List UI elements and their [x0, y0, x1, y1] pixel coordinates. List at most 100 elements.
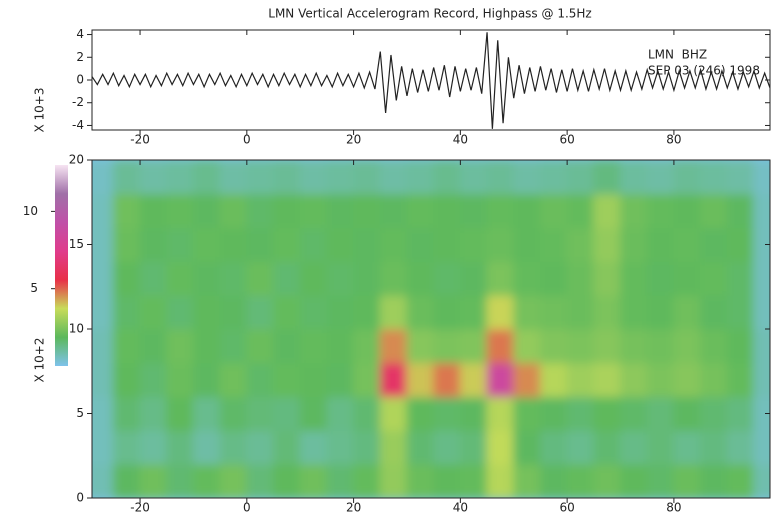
- heatmap-cell: [299, 463, 328, 498]
- x-tick-label: 60: [559, 133, 574, 147]
- trace-group: [92, 32, 770, 129]
- heatmap-cell: [219, 160, 248, 195]
- heatmap-cell: [273, 429, 301, 465]
- heatmap-cell: [139, 429, 168, 465]
- heatmap-cell: [566, 463, 595, 498]
- heatmap-cell: [673, 429, 702, 465]
- heatmap-cell: [486, 362, 515, 398]
- heatmap-cell: [646, 362, 675, 398]
- heatmap-cell: [326, 160, 355, 195]
- heatmap-cell: [620, 160, 648, 195]
- heatmap-cell: [673, 294, 702, 330]
- chart-title: LMN Vertical Accelerogram Record, Highpa…: [268, 7, 591, 21]
- y-tick-label: 0: [76, 73, 84, 87]
- heatmap-cell: [539, 328, 568, 364]
- heatmap-cell: [379, 160, 408, 195]
- heatmap-cell: [299, 294, 328, 330]
- heatmap-cell: [273, 227, 301, 262]
- heatmap-cell: [139, 362, 168, 398]
- heatmap-cell: [326, 260, 355, 296]
- heatmap-cell: [726, 328, 755, 364]
- heatmap-cell: [92, 328, 114, 364]
- heatmap-cell: [433, 463, 461, 498]
- heatmap-cell: [486, 294, 515, 330]
- heatmap-cell: [166, 463, 194, 498]
- heatmap-cell: [299, 193, 328, 229]
- heatmap-cell: [700, 362, 728, 398]
- y-tick-label: 2: [76, 50, 84, 64]
- heatmap-cell: [566, 193, 595, 229]
- y-tick-label: 15: [69, 237, 84, 251]
- heatmap-cell: [513, 193, 541, 229]
- heatmap-cell: [192, 193, 221, 229]
- heatmap-cell: [353, 463, 381, 498]
- heatmap-cell: [273, 362, 301, 398]
- heatmap-clip: [92, 160, 770, 498]
- x-tick-label: 40: [453, 501, 468, 514]
- heatmap-cell: [646, 193, 675, 229]
- heatmap-cell: [433, 294, 461, 330]
- heatmap-cell: [673, 227, 702, 262]
- y-tick-label: 5: [76, 406, 84, 420]
- heatmap-cell: [139, 396, 168, 431]
- heatmap-cell: [166, 396, 194, 431]
- heatmap-cell: [353, 362, 381, 398]
- x-tick-label: 80: [666, 133, 681, 147]
- heatmap-cell: [299, 227, 328, 262]
- heatmap-cell: [219, 227, 248, 262]
- heatmap-cell: [92, 463, 114, 498]
- heatmap-cell: [326, 328, 355, 364]
- heatmap-cell: [273, 463, 301, 498]
- heatmap-cell: [139, 160, 168, 195]
- heatmap-cell: [246, 260, 275, 296]
- y-tick-label: 20: [69, 153, 84, 167]
- heatmap-cell: [673, 463, 702, 498]
- plot-frame: [91, 159, 771, 499]
- heatmap-cell: [379, 294, 408, 330]
- heatmap-cell: [299, 160, 328, 195]
- heatmap-cell: [299, 362, 328, 398]
- heatmap-cell: [219, 362, 248, 398]
- heatmap-cell: [406, 193, 435, 229]
- heatmap-cell: [646, 227, 675, 262]
- heatmap-cell: [433, 160, 461, 195]
- heatmap-cell: [353, 260, 381, 296]
- heatmap-cell: [192, 227, 221, 262]
- heatmap-cell: [246, 463, 275, 498]
- heatmap-cell: [620, 463, 648, 498]
- heatmap-cell: [700, 396, 728, 431]
- heatmap-cell: [593, 160, 622, 195]
- heatmap-cell: [192, 294, 221, 330]
- heatmap-cell: [700, 328, 728, 364]
- heatmap-cell: [459, 396, 488, 431]
- heatmap-cell: [513, 260, 541, 296]
- colorbar-tick-label: 5: [30, 281, 38, 295]
- heatmap-cell: [219, 260, 248, 296]
- heatmap-cell: [753, 362, 770, 398]
- heatmap-cell: [459, 193, 488, 229]
- heatmap-cell: [459, 463, 488, 498]
- heatmap: [92, 160, 770, 498]
- heatmap-cell: [593, 227, 622, 262]
- heatmap-cell: [219, 193, 248, 229]
- heatmap-cell: [192, 362, 221, 398]
- heatmap-cell: [379, 260, 408, 296]
- heatmap-cell: [566, 362, 595, 398]
- heatmap-cell: [726, 260, 755, 296]
- heatmap-cell: [539, 396, 568, 431]
- heatmap-cell: [139, 463, 168, 498]
- heatmap-cell: [513, 429, 541, 465]
- heatmap-cell: [92, 362, 114, 398]
- heatmap-cell: [726, 362, 755, 398]
- heatmap-cell: [166, 160, 194, 195]
- heatmap-cell: [112, 160, 141, 195]
- heatmap-cell: [246, 227, 275, 262]
- heatmap-cell: [646, 294, 675, 330]
- heatmap-cell: [112, 260, 141, 296]
- heatmap-cell: [92, 160, 114, 195]
- heatmap-cell: [566, 160, 595, 195]
- heatmap-cell: [646, 328, 675, 364]
- heatmap-cell: [406, 396, 435, 431]
- heatmap-cell: [646, 160, 675, 195]
- heatmap-cell: [139, 227, 168, 262]
